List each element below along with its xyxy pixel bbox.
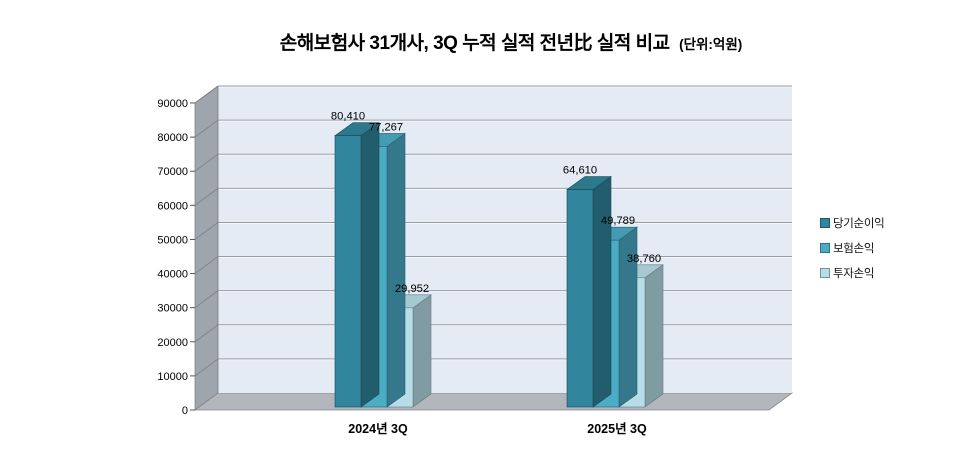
svg-text:80000: 80000 (157, 132, 188, 144)
svg-text:29,952: 29,952 (395, 283, 429, 295)
svg-text:49,789: 49,789 (601, 215, 635, 227)
svg-text:50000: 50000 (157, 234, 188, 246)
svg-text:90000: 90000 (157, 98, 188, 110)
legend-swatch-investment-income (820, 268, 830, 278)
legend-item: 보험손익 (820, 242, 884, 255)
svg-text:2025년 3Q: 2025년 3Q (587, 422, 647, 436)
svg-text:70000: 70000 (157, 166, 188, 178)
legend-label: 당기순이익 (833, 218, 885, 230)
legend: 당기순이익 보험손익 투자손익 (820, 217, 885, 292)
svg-text:77,267: 77,267 (369, 121, 403, 133)
chart-title-text: 손해보험사 31개사, 3Q 누적 실적 전년比 실적 비교 (279, 33, 670, 54)
svg-text:80,410: 80,410 (331, 111, 365, 123)
svg-text:30000: 30000 (157, 303, 188, 315)
legend-label: 투자손익 (833, 268, 875, 280)
legend-item: 당기순이익 (820, 217, 885, 230)
svg-text:20000: 20000 (157, 337, 188, 349)
legend-swatch-insurance-income (820, 243, 830, 253)
legend-item: 투자손익 (820, 267, 884, 280)
svg-text:0: 0 (182, 405, 188, 417)
legend-label: 보험손익 (833, 243, 875, 255)
svg-text:64,610: 64,610 (563, 165, 597, 177)
chart-unit-label: (단위:억원) (679, 37, 743, 52)
legend-swatch-net-income (820, 218, 830, 228)
svg-text:40000: 40000 (157, 269, 188, 281)
svg-text:2024년 3Q: 2024년 3Q (348, 422, 408, 436)
svg-text:10000: 10000 (157, 371, 188, 383)
chart-title: 손해보험사 31개사, 3Q 누적 실적 전년比 실적 비교 (단위:억원) (0, 28, 960, 55)
svg-text:60000: 60000 (157, 200, 188, 212)
svg-text:38,760: 38,760 (627, 253, 661, 265)
